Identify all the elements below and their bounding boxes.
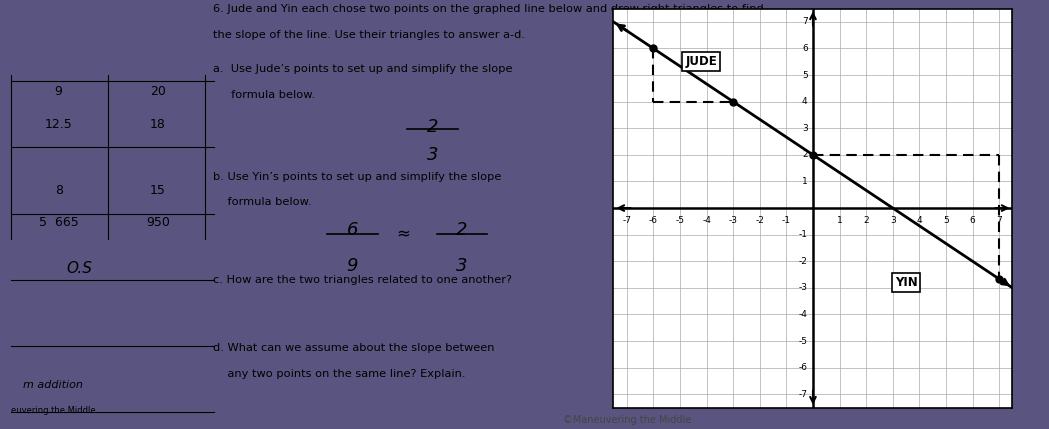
Text: ©Maneuvering the Middle: ©Maneuvering the Middle (562, 415, 691, 425)
Text: 7: 7 (801, 18, 808, 26)
Text: 9: 9 (346, 257, 358, 275)
Text: 1: 1 (837, 216, 842, 225)
Text: 2: 2 (802, 151, 808, 159)
Text: -7: -7 (622, 216, 631, 225)
Text: the slope of the line. Use their triangles to answer a-d.: the slope of the line. Use their triangl… (213, 30, 524, 40)
Text: euvering the Middle: euvering the Middle (12, 406, 95, 415)
Text: 15: 15 (150, 184, 166, 196)
Text: -4: -4 (702, 216, 711, 225)
Text: 2: 2 (427, 118, 438, 136)
Text: 7: 7 (997, 216, 1002, 225)
Text: 2: 2 (863, 216, 869, 225)
Text: -6: -6 (798, 363, 808, 372)
Text: -3: -3 (798, 284, 808, 292)
Text: -6: -6 (649, 216, 658, 225)
Text: 5  665: 5 665 (39, 217, 79, 230)
Text: 5: 5 (943, 216, 949, 225)
Text: a.  Use Jude’s points to set up and simplify the slope: a. Use Jude’s points to set up and simpl… (213, 64, 513, 74)
Text: 9: 9 (55, 85, 63, 98)
Text: c. How are the two triangles related to one another?: c. How are the two triangles related to … (213, 275, 512, 284)
Text: -5: -5 (798, 337, 808, 345)
Text: 18: 18 (150, 118, 166, 131)
Text: 950: 950 (146, 217, 170, 230)
Text: -3: -3 (729, 216, 737, 225)
Text: 3: 3 (456, 257, 468, 275)
Text: 4: 4 (917, 216, 922, 225)
Text: -1: -1 (782, 216, 791, 225)
Text: ≈: ≈ (397, 225, 410, 243)
Text: 3: 3 (427, 146, 438, 164)
Text: 2: 2 (456, 221, 468, 239)
Text: 6. Jude and Yin each chose two points on the graphed line below and drew right t: 6. Jude and Yin each chose two points on… (213, 4, 764, 14)
Text: 4: 4 (802, 97, 808, 106)
Text: 1: 1 (801, 177, 808, 186)
Text: -2: -2 (755, 216, 765, 225)
Text: 6: 6 (801, 44, 808, 53)
Text: YIN: YIN (895, 276, 918, 289)
Text: -7: -7 (798, 390, 808, 399)
Text: -1: -1 (798, 230, 808, 239)
Text: 12.5: 12.5 (45, 118, 72, 131)
Text: 20: 20 (150, 85, 166, 98)
Text: JUDE: JUDE (685, 55, 718, 68)
Text: -2: -2 (798, 257, 808, 266)
Text: -4: -4 (798, 310, 808, 319)
Text: formula below.: formula below. (213, 90, 315, 100)
Text: 5: 5 (801, 71, 808, 79)
Text: any two points on the same line? Explain.: any two points on the same line? Explain… (213, 369, 466, 379)
Text: m addition: m addition (23, 380, 83, 390)
Text: 3: 3 (890, 216, 896, 225)
Text: 6: 6 (969, 216, 976, 225)
Text: 3: 3 (801, 124, 808, 133)
Text: 8: 8 (55, 184, 63, 196)
Text: -5: -5 (676, 216, 685, 225)
Text: 6: 6 (346, 221, 358, 239)
Text: O.S: O.S (66, 261, 92, 276)
Text: b. Use Yin’s points to set up and simplify the slope: b. Use Yin’s points to set up and simpli… (213, 172, 501, 181)
Text: d. What can we assume about the slope between: d. What can we assume about the slope be… (213, 343, 494, 353)
Text: formula below.: formula below. (213, 197, 312, 207)
